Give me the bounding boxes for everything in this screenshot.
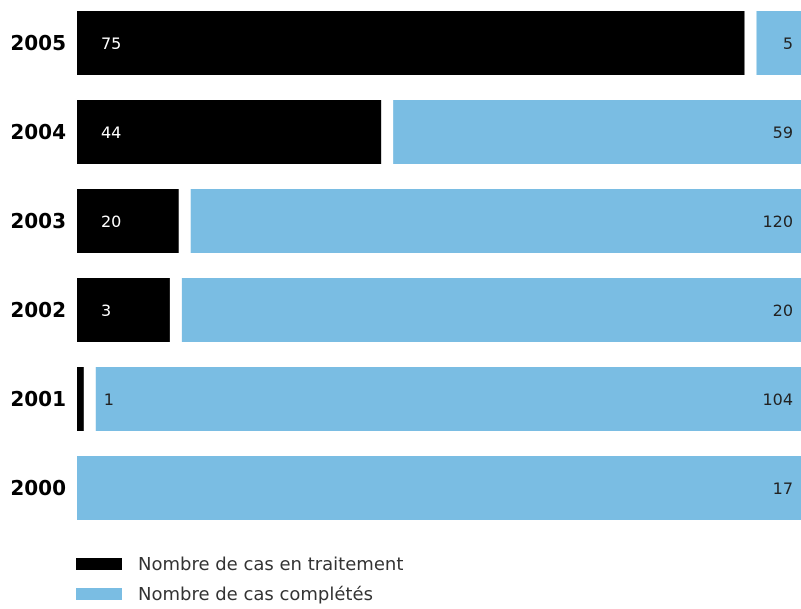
value-label-in-progress-2003: 20 bbox=[101, 212, 121, 231]
legend-swatch-completed bbox=[76, 588, 122, 600]
bar-completed-2000 bbox=[77, 456, 801, 520]
legend-item-completed: Nombre de cas complétés bbox=[76, 579, 403, 609]
bar-completed-2005 bbox=[757, 11, 801, 75]
value-label-completed-2004: 59 bbox=[773, 123, 793, 142]
legend-swatch-in-progress bbox=[76, 558, 122, 570]
bar-completed-2001 bbox=[96, 367, 801, 431]
bar-completed-2004 bbox=[393, 100, 801, 164]
year-label-2000: 2000 bbox=[10, 476, 66, 500]
value-label-completed-2000: 17 bbox=[773, 479, 793, 498]
bar-in-progress-2002 bbox=[77, 278, 170, 342]
bar-in-progress-2001 bbox=[77, 367, 84, 431]
bar-in-progress-2003 bbox=[77, 189, 179, 253]
value-label-completed-2005: 5 bbox=[783, 34, 793, 53]
bar-in-progress-2005 bbox=[77, 11, 745, 75]
value-label-completed-2001: 104 bbox=[762, 390, 793, 409]
year-label-2004: 2004 bbox=[10, 120, 66, 144]
year-label-2003: 2003 bbox=[10, 209, 66, 233]
legend-item-in-progress: Nombre de cas en traitement bbox=[76, 549, 403, 579]
bar-completed-2003 bbox=[191, 189, 801, 253]
value-label-completed-2002: 20 bbox=[773, 301, 793, 320]
value-label-completed-2003: 120 bbox=[762, 212, 793, 231]
value-label-in-progress-2002: 3 bbox=[101, 301, 111, 320]
bar-in-progress-2004 bbox=[77, 100, 381, 164]
legend: Nombre de cas en traitement Nombre de ca… bbox=[76, 549, 403, 609]
legend-label-in-progress: Nombre de cas en traitement bbox=[138, 554, 403, 575]
year-label-2001: 2001 bbox=[10, 387, 66, 411]
year-label-2002: 2002 bbox=[10, 298, 66, 322]
bar-chart: 2005 75 5 2004 44 59 2003 20 120 2002 3 20 2001 1 104 2… bbox=[0, 0, 801, 540]
bar-completed-2002 bbox=[182, 278, 801, 342]
value-label-in-progress-2001: 1 bbox=[104, 390, 114, 409]
value-label-in-progress-2004: 44 bbox=[101, 123, 121, 142]
legend-label-completed: Nombre de cas complétés bbox=[138, 584, 373, 605]
year-label-2005: 2005 bbox=[10, 31, 66, 55]
value-label-in-progress-2005: 75 bbox=[101, 34, 121, 53]
